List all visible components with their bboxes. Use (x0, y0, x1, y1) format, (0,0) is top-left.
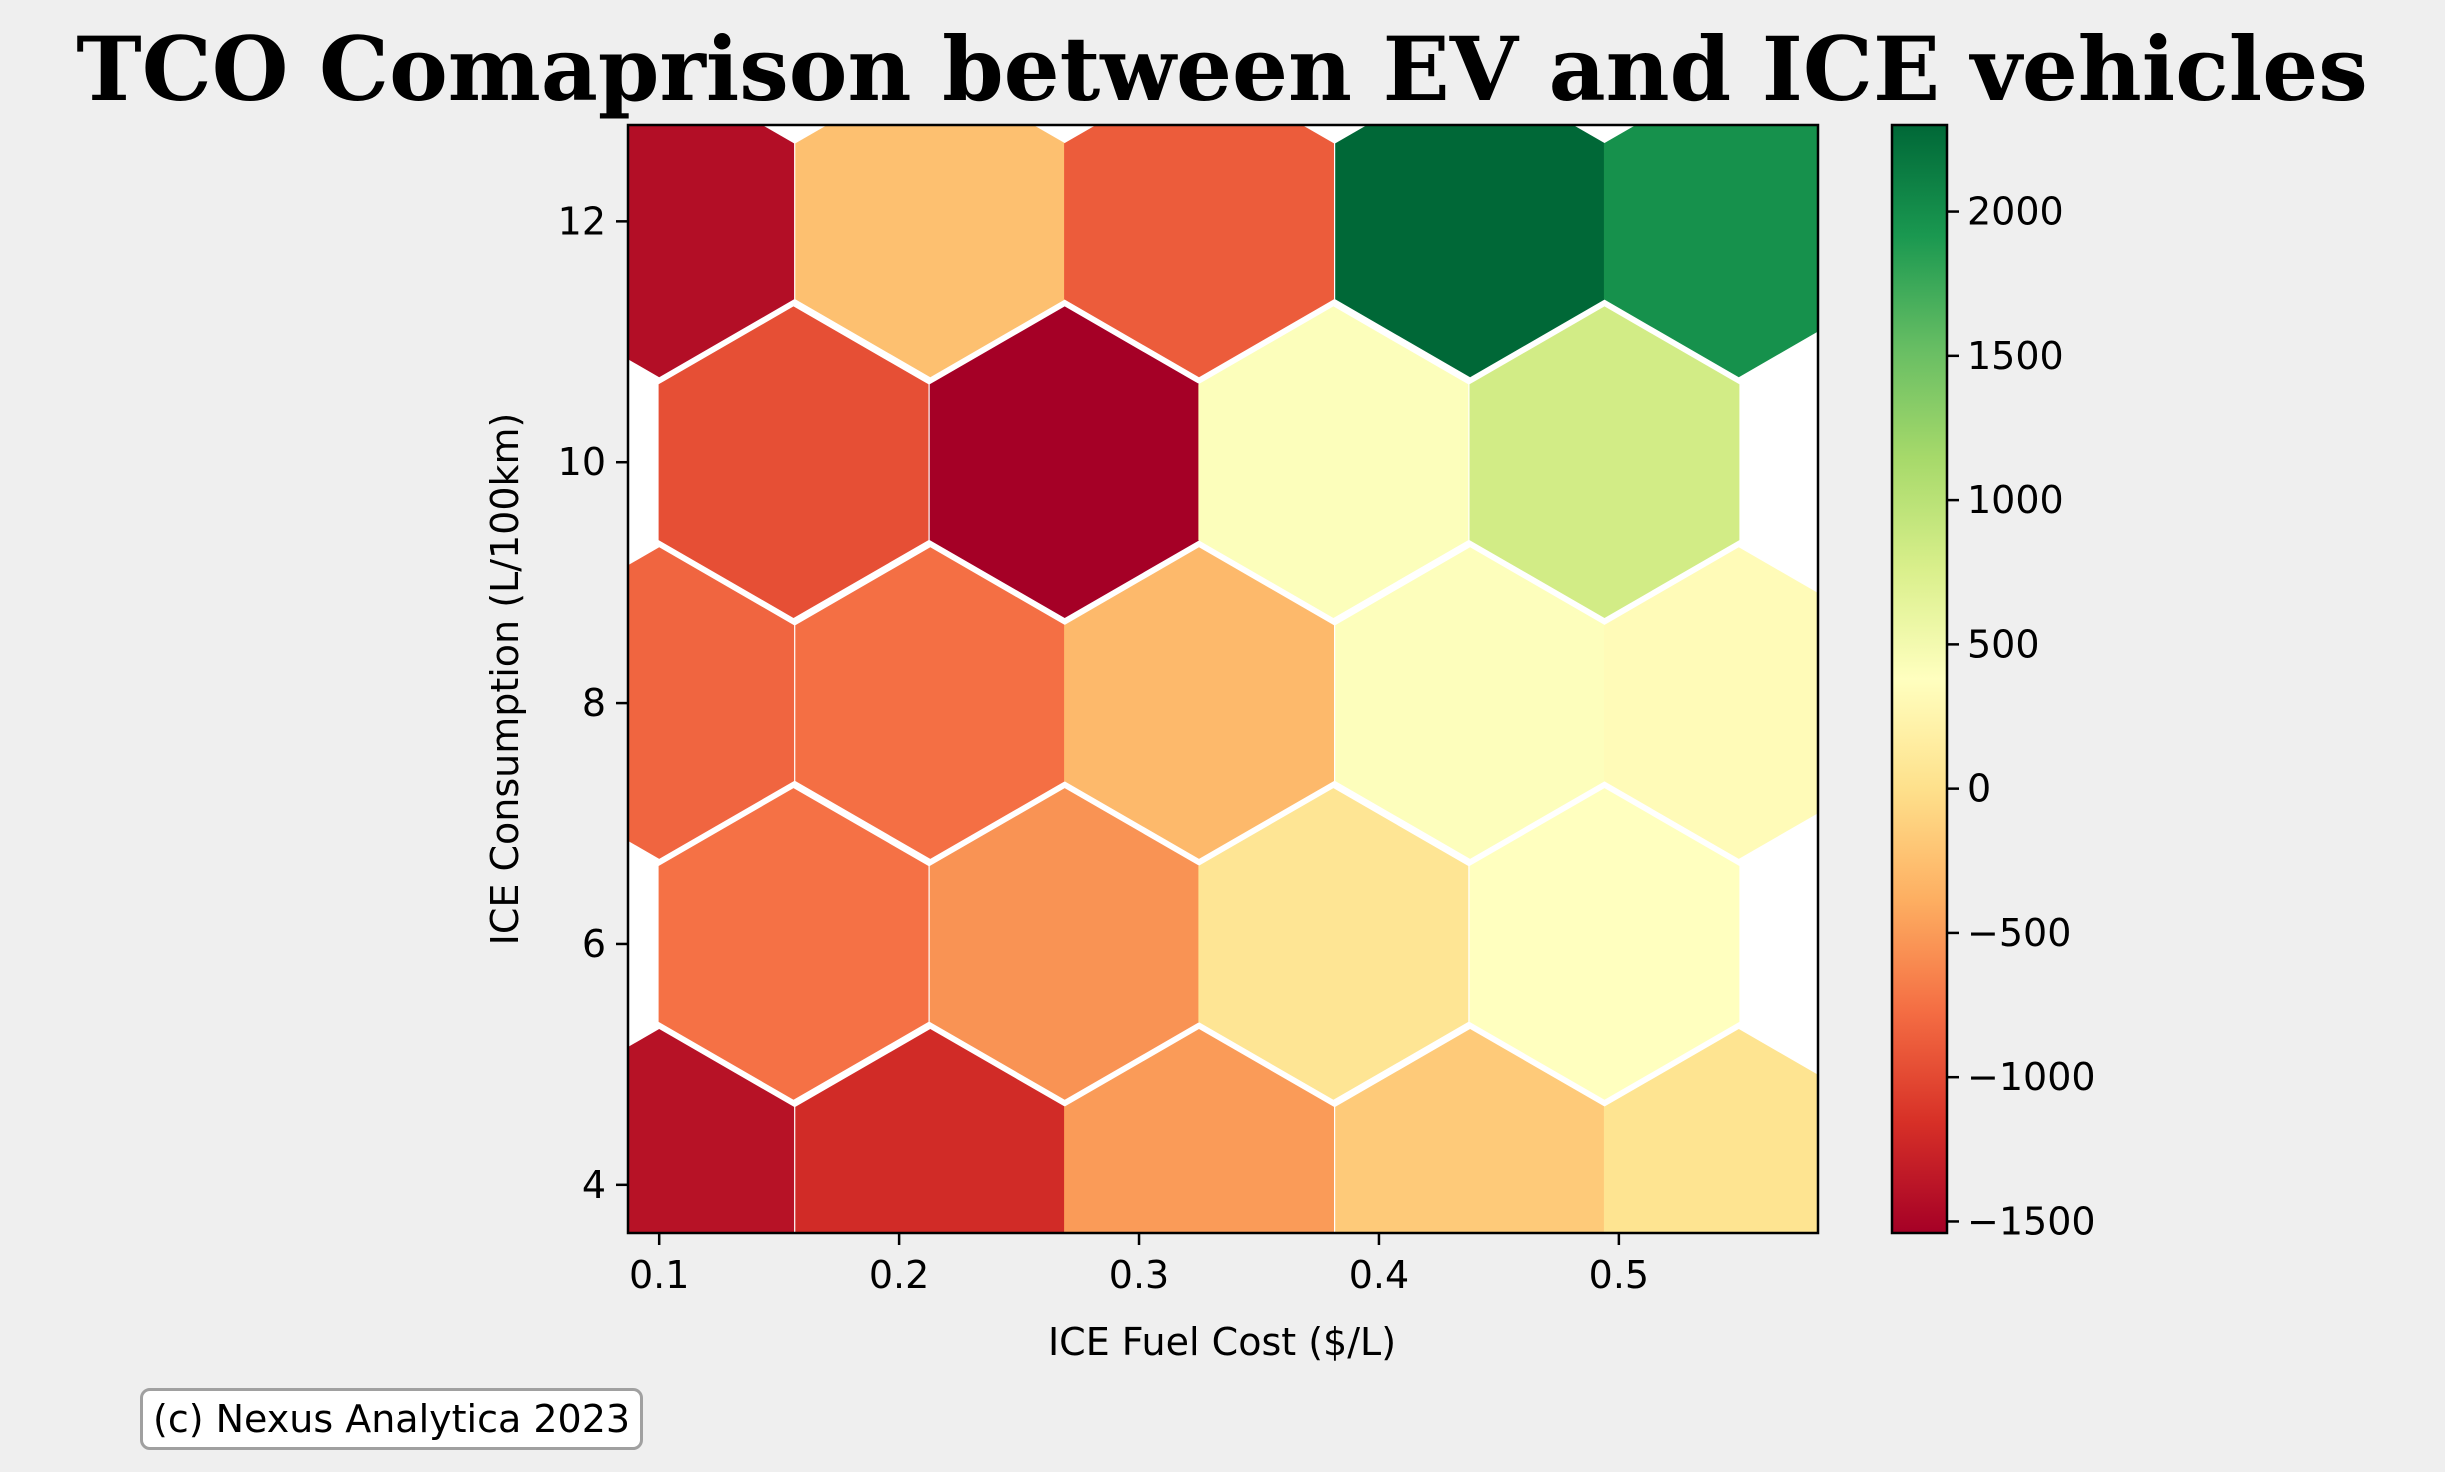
colorbar-tick-label: 1500 (1967, 334, 2064, 378)
y-axis-label: ICE Consumption (L/100km) (483, 413, 527, 946)
y-tick-label: 12 (558, 199, 606, 243)
hexbin-cell (1603, 547, 1818, 859)
x-tick-label: 0.5 (1589, 1253, 1649, 1297)
x-axis: 0.1 0.2 0.3 0.4 0.5 (629, 1233, 1649, 1297)
colorbar-tick-label: 0 (1967, 767, 1991, 811)
hexbin-cell (1469, 788, 1740, 1100)
x-tick-label: 0.2 (869, 1253, 929, 1297)
y-tick-label: 10 (558, 440, 606, 484)
x-tick-label: 0.1 (629, 1253, 689, 1297)
hexbin-cell (1198, 788, 1469, 1100)
x-tick-label: 0.4 (1349, 1253, 1409, 1297)
hexbin-cell (1335, 125, 1606, 378)
hexbin-cell (1064, 125, 1334, 378)
hexbin-cell (1469, 306, 1740, 618)
hexbin-layer (628, 125, 1818, 1233)
colorbar-tick-label: 500 (1967, 622, 2040, 666)
copyright-label: (c) Nexus Analytica 2023 (140, 1388, 644, 1450)
hexbin-cell (795, 125, 1066, 378)
hexbin-cell (1198, 306, 1469, 618)
hexbin-cell (1603, 125, 1818, 378)
colorbar-tick-label: −1000 (1967, 1055, 2096, 1099)
hexbin-cell (1335, 1029, 1606, 1233)
hexbin-cell (628, 547, 795, 859)
colorbar-axis: −1500 −1000 −500 0 500 1000 1500 2000 (1947, 190, 2096, 1243)
hexbin-cell (929, 306, 1200, 618)
hexbin-cell (1335, 547, 1606, 859)
hexbin-cell (628, 125, 795, 378)
y-tick-label: 4 (582, 1163, 606, 1207)
colorbar-tick-label: 1000 (1967, 478, 2064, 522)
colorbar-tick-label: 2000 (1967, 190, 2064, 234)
colorbar-frame (1890, 123, 1949, 1235)
x-axis-label: ICE Fuel Cost ($/L) (1048, 1320, 1396, 1364)
colorbar (1892, 125, 1947, 1233)
x-tick-label: 0.3 (1109, 1253, 1169, 1297)
hexbin-cell (1064, 547, 1334, 859)
y-tick-label: 6 (582, 922, 606, 966)
hexbin-cell (628, 1029, 795, 1233)
plot-frame (626, 123, 1820, 1235)
y-tick-label: 8 (582, 681, 606, 725)
colorbar-tick-label: −500 (1967, 911, 2071, 955)
y-axis: 4 6 8 10 12 (558, 199, 628, 1207)
chart-title: TCO Comaprison between EV and ICE vehicl… (76, 17, 2368, 121)
hexbin-cell (658, 788, 929, 1100)
hexbin-cell (1064, 1029, 1334, 1233)
hexbin-cell (795, 547, 1066, 859)
hexbin-cell (658, 306, 929, 618)
colorbar-tick-label: −1500 (1967, 1199, 2096, 1243)
hexbin-cell (1603, 1029, 1818, 1233)
hexbin-cell (795, 1029, 1066, 1233)
hexbin-cell (929, 788, 1200, 1100)
